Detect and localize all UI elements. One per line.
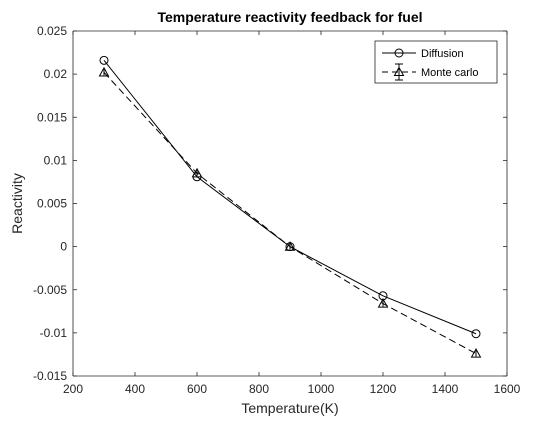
data-point-monte-carlo (284, 241, 296, 251)
x-tick-label: 800 (249, 382, 269, 396)
data-point-monte-carlo (98, 66, 110, 77)
data-point-diffusion (99, 55, 109, 65)
x-tick-label: 1400 (432, 382, 459, 396)
legend: Diffusion Monte carlo (374, 40, 498, 84)
y-axis-label: Reactivity (9, 173, 25, 234)
y-tick-label: -0.015 (33, 369, 67, 383)
legend-label-diffusion: Diffusion (421, 48, 464, 60)
plot-area (73, 31, 507, 376)
y-tick-label: 0.02 (44, 67, 68, 81)
y-tick-label: 0.025 (37, 24, 67, 38)
chart-title: Temperature reactivity feedback for fuel (157, 9, 422, 25)
legend-label-monte-carlo: Monte carlo (421, 67, 478, 79)
legend-marker-monte-carlo (393, 66, 405, 76)
x-axis-label: Temperature(K) (241, 400, 338, 416)
x-tick-label: 600 (187, 382, 207, 396)
data-point-monte-carlo (377, 298, 389, 308)
data-point-monte-carlo (470, 348, 482, 358)
x-tick-label: 1600 (494, 382, 521, 396)
y-tick-label: -0.005 (33, 283, 67, 297)
data-point-diffusion (471, 329, 481, 339)
axes-layer: 200 400 600 800 1000 1200 1400 1600 -0.015 -0.01 -… (33, 24, 521, 396)
x-tick-label: 200 (63, 382, 83, 396)
data-point-monte-carlo (191, 167, 203, 178)
y-tick-label: 0.01 (44, 153, 68, 167)
y-tick-label: -0.01 (40, 326, 68, 340)
x-tick-label: 1000 (308, 382, 335, 396)
x-tick-label: 400 (125, 382, 145, 396)
series-layer (98, 55, 482, 358)
legend-marker-diffusion (394, 48, 404, 58)
y-tick-label: 0 (60, 240, 67, 254)
y-tick-label: 0.005 (37, 197, 67, 211)
x-tick-label: 1200 (370, 382, 397, 396)
y-tick-label: 0.015 (37, 110, 67, 124)
